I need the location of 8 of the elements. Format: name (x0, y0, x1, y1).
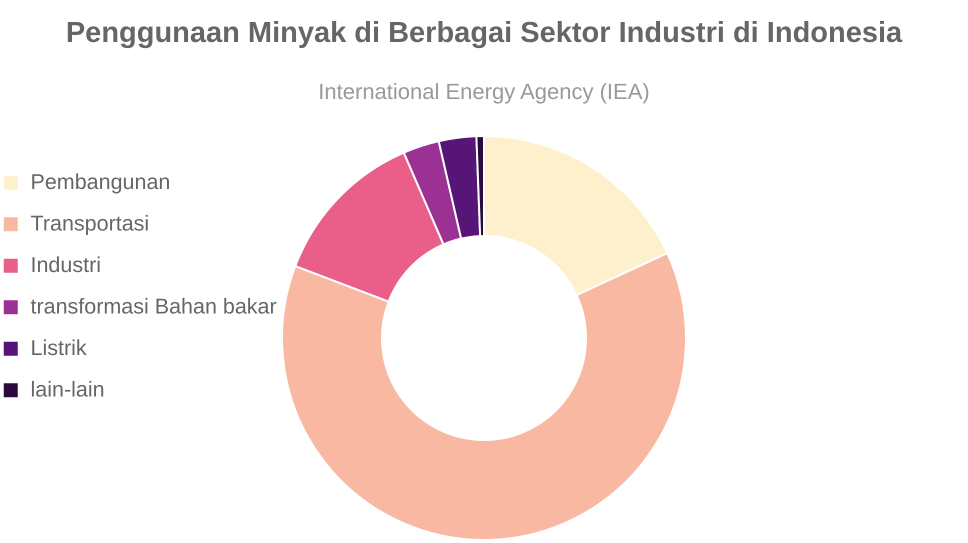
chart-subtitle: International Energy Agency (IEA) (318, 79, 650, 104)
legend-label: Transportasi (30, 211, 150, 236)
legend-label: Listrik (30, 336, 87, 360)
legend-label: lain-lain (30, 377, 105, 402)
legend-label: Industri (30, 252, 102, 277)
chart-title: Penggunaan Minyak di Berbagai Sektor Industri di Indonesia (66, 17, 904, 49)
legend-label: Pembangunan (30, 170, 170, 194)
legend-label: transformasi Bahan bakar (30, 294, 277, 318)
